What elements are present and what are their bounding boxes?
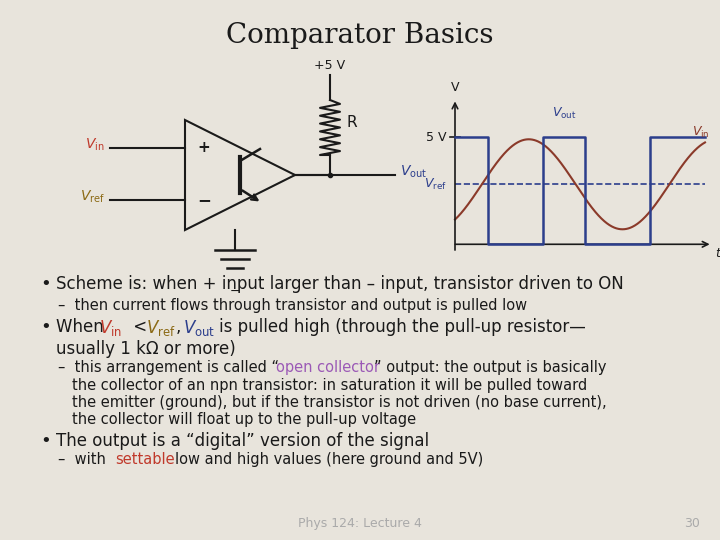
Text: the emitter (ground), but if the transistor is not driven (no base current),: the emitter (ground), but if the transis… <box>72 395 607 410</box>
Text: •: • <box>40 318 50 336</box>
Polygon shape <box>185 120 295 230</box>
Text: 30: 30 <box>684 517 700 530</box>
Text: the collector will float up to the pull-up voltage: the collector will float up to the pull-… <box>72 412 416 427</box>
Text: –  with: – with <box>58 452 110 467</box>
Text: $V_{\rm ref}$: $V_{\rm ref}$ <box>424 177 447 192</box>
Text: $V_{\rm ref}$: $V_{\rm ref}$ <box>80 189 105 205</box>
Text: $V_{\rm ref}$: $V_{\rm ref}$ <box>146 318 176 338</box>
Text: ,: , <box>176 318 181 336</box>
Text: •: • <box>40 275 50 293</box>
Text: V: V <box>451 80 459 93</box>
Text: $V_{\rm in}$: $V_{\rm in}$ <box>693 125 710 140</box>
Text: The output is a “digital” version of the signal: The output is a “digital” version of the… <box>56 432 429 450</box>
Text: +5 V: +5 V <box>315 59 346 72</box>
Text: +: + <box>197 140 210 156</box>
Text: time: time <box>716 247 720 260</box>
Text: is pulled high (through the pull-up resistor—: is pulled high (through the pull-up resi… <box>219 318 586 336</box>
Text: −: − <box>230 285 240 298</box>
Text: <: < <box>128 318 153 336</box>
Text: usually 1 kΩ or more): usually 1 kΩ or more) <box>56 340 235 358</box>
Text: the collector of an npn transistor: in saturation it will be pulled toward: the collector of an npn transistor: in s… <box>72 378 588 393</box>
Text: •: • <box>40 432 50 450</box>
Text: –  this arrangement is called “: – this arrangement is called “ <box>58 360 279 375</box>
Text: $V_{\rm out}$: $V_{\rm out}$ <box>400 164 427 180</box>
Text: low and high values (here ground and 5V): low and high values (here ground and 5V) <box>175 452 483 467</box>
Text: –  then current flows through transistor and output is pulled low: – then current flows through transistor … <box>58 298 527 313</box>
Text: Comparator Basics: Comparator Basics <box>226 22 494 49</box>
Text: 5 V: 5 V <box>426 131 447 144</box>
Text: $V_{\rm out}$: $V_{\rm out}$ <box>183 318 215 338</box>
Text: Scheme is: when + input larger than – input, transistor driven to ON: Scheme is: when + input larger than – in… <box>56 275 624 293</box>
Text: $V_{\rm in}$: $V_{\rm in}$ <box>99 318 122 338</box>
Text: open collector: open collector <box>276 360 380 375</box>
Text: settable: settable <box>115 452 175 467</box>
Text: ” output: the output is basically: ” output: the output is basically <box>374 360 606 375</box>
Text: Phys 124: Lecture 4: Phys 124: Lecture 4 <box>298 517 422 530</box>
Text: $V_{\rm in}$: $V_{\rm in}$ <box>86 137 105 153</box>
Text: $V_{\rm out}$: $V_{\rm out}$ <box>552 106 577 122</box>
Text: When: When <box>56 318 109 336</box>
Text: R: R <box>346 115 356 130</box>
Text: −: − <box>197 191 211 209</box>
